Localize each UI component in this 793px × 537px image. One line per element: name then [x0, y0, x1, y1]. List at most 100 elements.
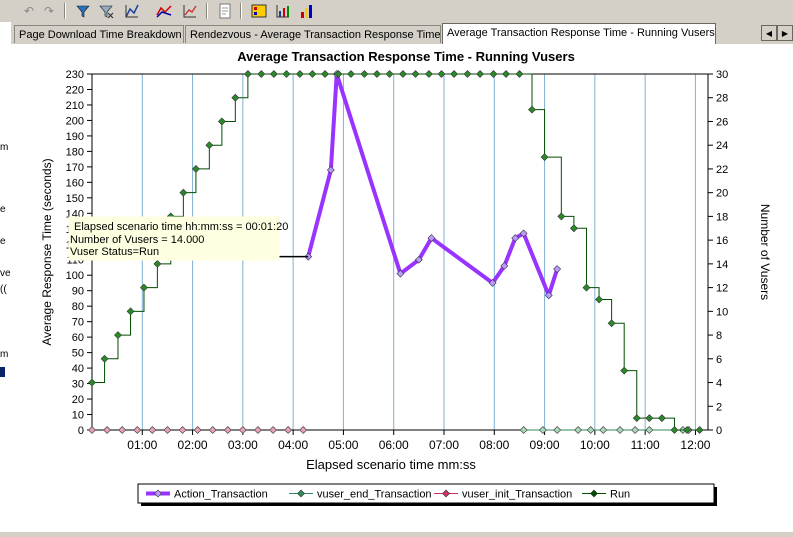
- y-tick-label: 90: [72, 286, 84, 298]
- data-point: [586, 426, 595, 434]
- y2-tick-label: 24: [716, 140, 728, 152]
- left-strip-text: e: [0, 204, 6, 215]
- data-point: [193, 426, 202, 434]
- data-point: [632, 414, 641, 423]
- data-point: [411, 70, 420, 78]
- y2-tick-label: 28: [716, 93, 728, 105]
- x-axis: 01:00 02:00 03:00 04:00 05:00 06:00 07:00 08:00…: [127, 430, 711, 452]
- data-point: [154, 489, 162, 498]
- chart: Average Transaction Response Time - Runn…: [40, 49, 772, 506]
- y2-tick-label: 26: [716, 116, 728, 128]
- correlate-icon[interactable]: [181, 2, 199, 20]
- x-tick-label: 02:00: [178, 438, 208, 452]
- data-point: [437, 70, 446, 78]
- redo-icon[interactable]: ↷: [43, 4, 55, 18]
- data-point: [360, 70, 369, 78]
- data-point: [269, 426, 277, 434]
- series-layer: [88, 70, 704, 434]
- left-strip-selection: [0, 367, 5, 377]
- tab-rendezvous-average-transaction-response-time[interactable]: Rendezvous - Average Transaction Respons…: [185, 25, 441, 43]
- data-point: [500, 262, 509, 270]
- data-point: [645, 426, 654, 434]
- chart-title: Average Transaction Response Time - Runn…: [237, 49, 575, 64]
- data-point: [607, 319, 616, 328]
- x-tick-label: 07:00: [429, 438, 459, 452]
- y-tick-label: 50: [72, 348, 84, 360]
- x-tick-label: 08:00: [479, 438, 509, 452]
- series-run: [88, 70, 704, 434]
- data-point: [511, 234, 520, 242]
- add-graph-icon[interactable]: [123, 2, 141, 20]
- left-strip-text: e: [0, 236, 6, 247]
- merge-graphs-icon[interactable]: [155, 2, 173, 20]
- legend-icon[interactable]: [250, 2, 268, 20]
- tab-scroll-left-button[interactable]: ◀: [761, 25, 777, 41]
- x-tick-label: 01:00: [127, 438, 157, 452]
- y-axis-left: 0102030405060708090100110120130140150160…: [66, 69, 92, 437]
- tooltip-line: Number of Vusers = 14.000: [70, 234, 204, 246]
- data-point: [231, 93, 240, 102]
- tab-average-transaction-response-time-running-vusers[interactable]: Average Transaction Response Time - Runn…: [442, 23, 716, 44]
- data-point: [114, 331, 122, 339]
- data-point: [414, 255, 423, 264]
- y-axis-label: Average Response Time (seconds): [40, 158, 54, 345]
- x-tick-label: 12:00: [680, 438, 710, 452]
- left-strip-text: ((: [0, 284, 7, 295]
- data-point: [574, 426, 583, 434]
- graph-properties-icon[interactable]: [274, 2, 292, 20]
- y2-tick-label: 2: [716, 401, 722, 413]
- color-icon[interactable]: [298, 2, 316, 20]
- toolbar: ↶ ↷: [0, 0, 793, 23]
- y-tick-label: 60: [72, 332, 84, 344]
- filter-icon[interactable]: [74, 2, 92, 20]
- data-point: [695, 426, 704, 434]
- data-point: [488, 279, 497, 287]
- data-point: [502, 70, 510, 78]
- data-point: [217, 117, 226, 126]
- x-tick-label: 04:00: [278, 438, 308, 452]
- y-tick-label: 100: [66, 270, 84, 282]
- data-point: [208, 426, 217, 434]
- series-vuser-init-transaction: [88, 426, 308, 434]
- undo-icon[interactable]: ↶: [23, 4, 35, 18]
- data-point: [528, 105, 536, 114]
- x-tick-label: 09:00: [530, 438, 560, 452]
- legend-item-label: vuser_init_Transaction: [462, 489, 572, 501]
- data-point: [616, 426, 624, 434]
- data-point: [424, 70, 433, 78]
- y-tick-label: 210: [66, 100, 84, 112]
- y-tick-label: 180: [66, 146, 84, 158]
- tab-scroll-right-button[interactable]: ▶: [777, 25, 793, 41]
- legend-box: [137, 483, 715, 504]
- y2-tick-label: 30: [716, 69, 728, 81]
- report-icon[interactable]: [216, 2, 234, 20]
- graph-panel: Average Transaction Response Time - Runn…: [11, 44, 793, 532]
- y2-tick-label: 4: [716, 378, 722, 390]
- data-point: [153, 259, 162, 268]
- data-point: [133, 426, 142, 434]
- data-point: [670, 426, 679, 434]
- y2-tick-label: 8: [716, 330, 722, 342]
- data-point: [515, 70, 524, 78]
- x-axis-label: Elapsed scenario time mm:ss: [306, 457, 476, 472]
- data-point: [148, 426, 157, 434]
- x-tick-label: 10:00: [580, 438, 610, 452]
- data-point: [620, 366, 629, 375]
- y-tick-label: 40: [72, 363, 84, 375]
- data-point: [476, 70, 484, 78]
- y-tick-label: 0: [78, 425, 84, 437]
- toolbar-separator: [64, 3, 65, 19]
- data-point: [88, 426, 96, 434]
- tab-page-download-time-breakdown[interactable]: Page Download Time Breakdown: [14, 25, 184, 43]
- y2-tick-label: 20: [716, 188, 728, 200]
- data-point: [519, 426, 528, 434]
- series-action-transaction: [304, 70, 562, 300]
- data-point: [557, 212, 566, 221]
- data-point: [308, 70, 317, 78]
- data-point: [238, 426, 247, 434]
- data-point: [657, 414, 666, 423]
- data-point: [569, 224, 578, 233]
- data-point: [489, 70, 498, 78]
- clear-filter-icon[interactable]: [97, 2, 115, 20]
